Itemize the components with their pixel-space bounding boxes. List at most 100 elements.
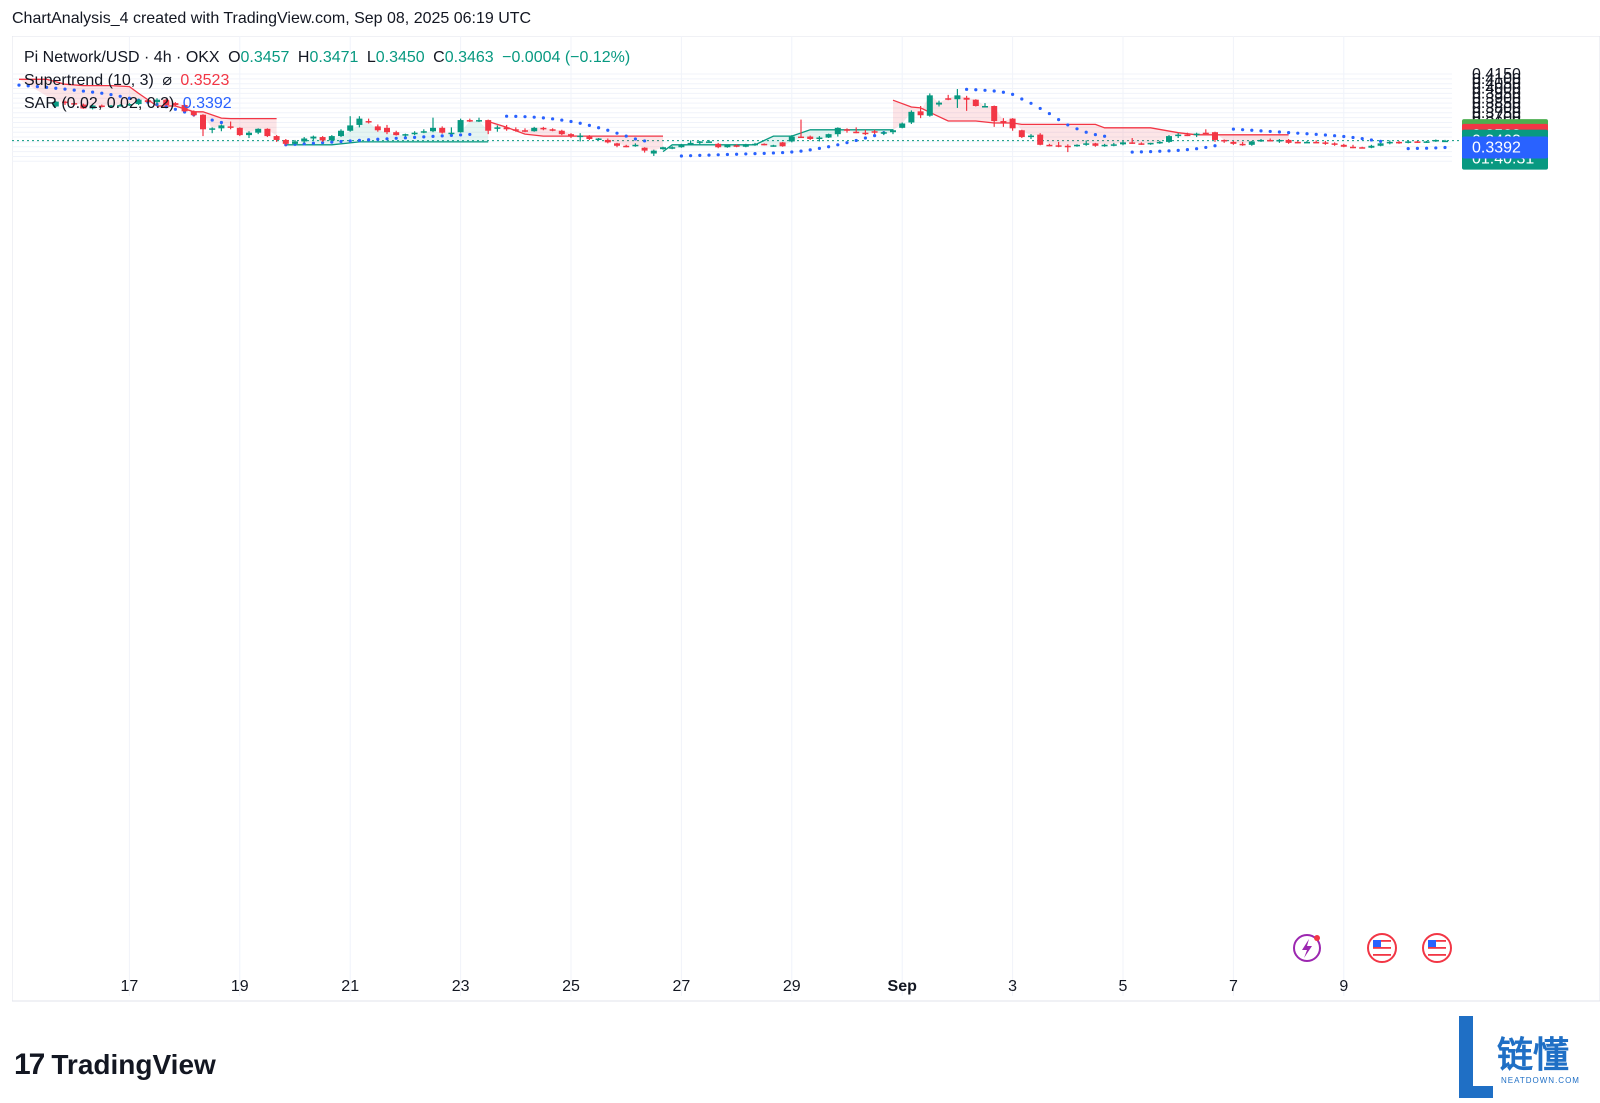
sar-dot (873, 133, 877, 138)
us-flag-event-icon-1[interactable] (1367, 933, 1397, 963)
candle-body (706, 141, 712, 143)
candle (236, 127, 243, 137)
price-labels: 0.35720.35230.346301:40:310.3392 (1462, 119, 1548, 170)
candle (108, 105, 114, 108)
candle (1046, 143, 1053, 147)
candle (825, 133, 832, 139)
sar-dot (311, 141, 315, 145)
candle (1092, 142, 1099, 147)
sar-dot (624, 134, 628, 138)
candle (356, 116, 363, 128)
candle (328, 135, 335, 141)
candle (577, 133, 584, 142)
candle-body (982, 106, 988, 108)
sar-dot (817, 146, 822, 150)
sar-dot (1029, 101, 1033, 105)
candle (1110, 142, 1117, 147)
chart-area[interactable]: 0.4150 0.4100 0.4050 0.4000 0.3950 0.3900 0.38… (12, 36, 1600, 1018)
candle (982, 103, 988, 108)
sar-dot (854, 138, 858, 143)
supertrend-label[interactable]: Supertrend (10, 3) (24, 72, 154, 89)
candle-body (687, 142, 694, 145)
flag-stripe (1373, 943, 1391, 946)
sar-dot (1195, 147, 1199, 151)
sar-dot (1158, 149, 1162, 153)
legend-main-row[interactable]: Pi Network/USD · 4h · OKX O0.3457 H0.347… (24, 46, 630, 69)
candle (1304, 140, 1310, 144)
candle-body (632, 144, 639, 147)
candle (614, 142, 620, 148)
candle (1377, 142, 1384, 147)
lightning-event-icon[interactable] (1293, 934, 1321, 962)
candle-body (319, 137, 326, 141)
candle (310, 135, 317, 140)
candle-body (715, 143, 722, 148)
candle (1028, 134, 1034, 139)
candle-body (1092, 143, 1099, 146)
x-tick-label: 9 (1339, 978, 1348, 995)
price-label-box (1462, 136, 1548, 159)
candle (1350, 144, 1356, 149)
candle (1202, 129, 1209, 135)
us-flag-event-icon-2[interactable] (1422, 933, 1452, 963)
sar-dot (560, 118, 564, 122)
candle-body (98, 105, 105, 108)
sar-dot (219, 120, 223, 125)
candle-body (595, 138, 602, 141)
sar-dot (1001, 90, 1006, 94)
sar-dot (321, 141, 325, 145)
legend-sar-row[interactable]: SAR (0.02, 0.02, 0.2) 0.3392 (24, 92, 630, 115)
candle (292, 139, 298, 145)
watermark-bar-icon (1459, 1016, 1473, 1098)
candle-body (641, 147, 648, 151)
y-tick-label: 0.4000 (1472, 81, 1521, 98)
candle-body (926, 95, 933, 116)
symbol-title[interactable]: Pi Network/USD · 4h · OKX (24, 49, 220, 66)
watermark-foot-icon (1459, 1086, 1493, 1098)
candle (52, 101, 59, 107)
sar-dot (716, 153, 720, 157)
candle (834, 127, 841, 137)
supertrend-hidden-icon: ⌀ (162, 72, 172, 89)
sar-dot (357, 138, 361, 142)
candle (135, 98, 142, 106)
candle-body (52, 101, 59, 107)
candle (1396, 140, 1402, 144)
candle (1414, 140, 1421, 143)
sar-label[interactable]: SAR (0.02, 0.02, 0.2) (24, 95, 175, 112)
candle-body (825, 134, 832, 138)
flag-canton (1428, 940, 1436, 947)
candle-body (549, 129, 556, 131)
tradingview-logo[interactable]: 17 TradingView (14, 1048, 216, 1082)
candle-body (1322, 142, 1329, 144)
candle (1368, 144, 1375, 149)
sar-dot (689, 154, 693, 158)
close-label: C (433, 49, 445, 66)
sar-dot (91, 90, 95, 94)
candle-body (430, 127, 436, 132)
candle-body (623, 145, 630, 148)
sar-dot (17, 83, 21, 87)
candle (117, 104, 124, 107)
sar-dot (459, 133, 463, 137)
candle-body (1221, 139, 1228, 142)
candle (733, 144, 740, 148)
tradingview-brand: TradingView (51, 1049, 216, 1080)
chart-border (12, 36, 1600, 1002)
sar-dot (468, 132, 472, 137)
candle (917, 106, 924, 119)
candle-body (1359, 147, 1366, 149)
candle-body (540, 127, 547, 130)
sar-dot (1415, 146, 1419, 150)
sar-dot (210, 118, 214, 122)
sar-dot (1342, 134, 1346, 139)
candle (687, 140, 694, 146)
candle-body (411, 132, 418, 135)
candle-body (1304, 141, 1310, 144)
candle (98, 104, 105, 108)
x-tick-label: 19 (231, 978, 249, 995)
price-chart[interactable]: 0.41500.41000.40500.40000.39500.39000.38… (12, 36, 1600, 1018)
candle-body (1101, 144, 1108, 147)
sar-dot (1241, 128, 1245, 132)
legend-supertrend-row[interactable]: Supertrend (10, 3) ⌀ 0.3523 (24, 69, 630, 92)
